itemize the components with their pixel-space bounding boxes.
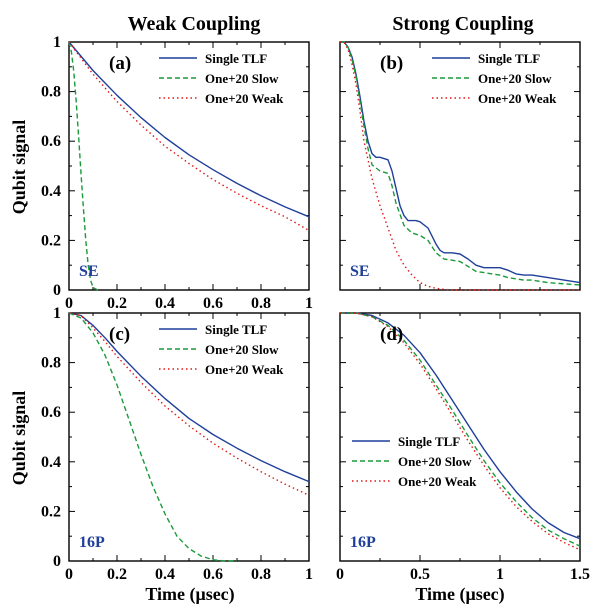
y-tick-label: 0 — [53, 553, 61, 570]
legend-label: One+20 Slow — [478, 71, 552, 86]
x-tick-label: 1 — [305, 295, 313, 312]
x-tick-label: 1.5 — [570, 566, 590, 583]
legend-label: Single TLF — [398, 434, 460, 449]
y-tick-label: 1 — [53, 305, 61, 322]
panel-b: (b) SE Single TLF One+20 Slow One+20 Weak — [339, 41, 581, 291]
x-tick-label: 0.2 — [107, 566, 127, 583]
series-line-single-tlf — [68, 41, 310, 218]
y-tick-label: 0.8 — [41, 84, 61, 101]
y-tick-label: 0.2 — [41, 232, 61, 249]
panel-d: 0 0.5 1 1.5 (d) 16P Single TLF One+20 Slow One+2… — [336, 312, 590, 583]
series-line-one-20-slow — [340, 41, 581, 286]
series-line-one-20-weak — [68, 41, 310, 232]
legend-label: One+20 Weak — [398, 474, 477, 489]
method-tag: SE — [79, 263, 99, 280]
x-tick-label: 0 — [336, 566, 344, 583]
method-tag: 16P — [79, 534, 105, 551]
series-line-one-20-weak — [68, 312, 310, 496]
panel-label: (c) — [109, 324, 130, 345]
x-tick-label: 0.8 — [251, 566, 271, 583]
series-line-one-20-slow — [68, 41, 99, 291]
x-tick-label: 1 — [305, 566, 313, 583]
y-tick-label: 0.6 — [41, 133, 61, 150]
legend-label: Single TLF — [205, 322, 267, 337]
x-tick-label: 0.6 — [203, 566, 223, 583]
x-tick-label: 1 — [496, 566, 504, 583]
panel-c: 0 0.2 0.4 0.6 0.8 1 0 0.2 0.4 0.6 0.8 1 (c) 16P Single… — [41, 305, 313, 583]
series-line-one-20-weak — [340, 312, 581, 551]
xlabel-left: Time (μsec) — [145, 584, 234, 605]
series-line-single-tlf — [340, 41, 581, 284]
x-tick-label: 0.4 — [155, 295, 175, 312]
title-strong-coupling: Strong Coupling — [392, 13, 533, 35]
ylabel-bottom: Qubit signal — [9, 391, 29, 486]
legend-label: One+20 Weak — [478, 91, 557, 106]
x-tick-label: 0 — [65, 295, 73, 312]
legend-label: One+20 Slow — [205, 71, 279, 86]
legend-label: One+20 Slow — [205, 342, 279, 357]
series-line-one-20-slow — [68, 312, 237, 562]
legend-label: One+20 Slow — [398, 454, 472, 469]
method-tag: SE — [350, 263, 370, 280]
panel-label: (d) — [380, 324, 403, 345]
legend-label: Single TLF — [205, 51, 267, 66]
y-tick-label: 0 — [53, 282, 61, 299]
x-tick-label: 0.4 — [155, 566, 175, 583]
title-weak-coupling: Weak Coupling — [128, 13, 261, 35]
y-tick-label: 1 — [53, 34, 61, 51]
x-tick-label: 0.2 — [107, 295, 127, 312]
y-tick-label: 0.4 — [41, 454, 61, 471]
legend-label: One+20 Weak — [205, 362, 284, 377]
x-tick-label: 0.6 — [203, 295, 223, 312]
y-tick-label: 0.6 — [41, 404, 61, 421]
series-line-one-20-slow — [340, 312, 581, 547]
y-tick-label: 0.4 — [41, 183, 61, 200]
y-tick-label: 0.2 — [41, 503, 61, 520]
legend-label: One+20 Weak — [205, 91, 284, 106]
ylabel-top: Qubit signal — [9, 120, 29, 215]
series-line-single-tlf — [340, 312, 581, 540]
xlabel-right: Time (μsec) — [415, 584, 504, 605]
panel-a: 0 0.2 0.4 0.6 0.8 1 0 0.2 0.4 0.6 0.8 1 (a) SE Single … — [41, 34, 313, 312]
method-tag: 16P — [350, 534, 376, 551]
x-tick-label: 0.5 — [410, 566, 430, 583]
panel-label: (b) — [380, 53, 403, 74]
x-tick-label: 0 — [65, 566, 73, 583]
x-tick-label: 0.8 — [251, 295, 271, 312]
panel-label: (a) — [109, 53, 131, 74]
y-tick-label: 0.8 — [41, 355, 61, 372]
series-line-single-tlf — [68, 312, 310, 483]
legend-label: Single TLF — [478, 51, 540, 66]
